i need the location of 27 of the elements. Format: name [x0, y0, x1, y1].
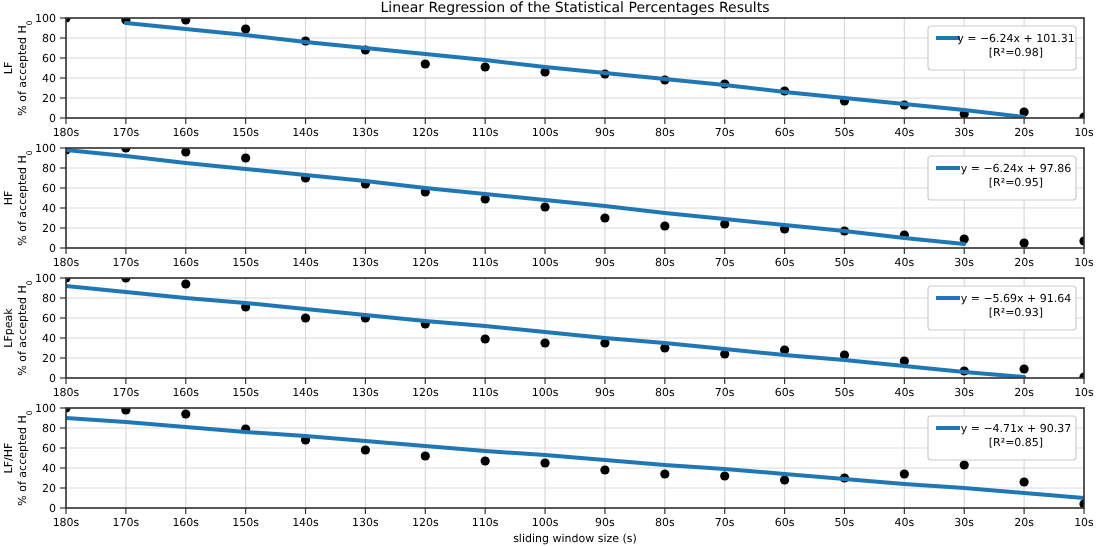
point — [181, 279, 191, 289]
point — [720, 471, 730, 481]
point — [420, 451, 430, 461]
point — [540, 202, 550, 212]
point — [480, 62, 490, 72]
point — [660, 221, 670, 231]
point — [1019, 477, 1029, 487]
point — [959, 460, 969, 470]
point — [360, 445, 371, 455]
point — [300, 313, 311, 323]
point — [480, 334, 490, 344]
point — [1019, 364, 1029, 374]
point — [540, 338, 550, 348]
point — [1019, 238, 1029, 248]
point — [899, 469, 909, 479]
point — [600, 213, 610, 223]
line-series — [66, 148, 967, 246]
point — [420, 59, 430, 69]
point — [241, 24, 251, 34]
point — [660, 469, 670, 479]
point — [480, 456, 490, 466]
point — [779, 475, 790, 485]
point — [600, 465, 610, 475]
point — [241, 153, 251, 163]
point — [181, 409, 191, 419]
point — [540, 458, 550, 468]
point — [181, 148, 191, 157]
